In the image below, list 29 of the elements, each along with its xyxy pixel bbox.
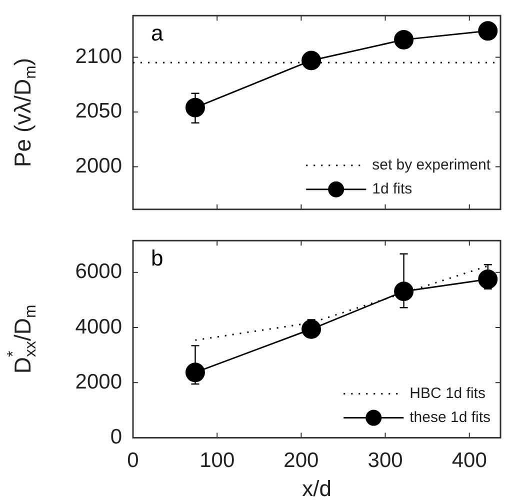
y-axis-title: D*xx/Dm (5, 304, 40, 374)
point (478, 269, 498, 289)
x-tick-label: 300 (368, 449, 403, 472)
point (302, 50, 322, 70)
annotation: a (151, 20, 164, 46)
y-tick-label: 2050 (75, 100, 122, 123)
y-tick-label: 2000 (75, 154, 122, 178)
y-tick-label: 4000 (75, 315, 122, 338)
x-axis-title: x/d (302, 476, 332, 502)
x-tick-label: 100 (200, 449, 235, 472)
y-tick-label: 6000 (75, 260, 122, 284)
point (185, 98, 205, 118)
point (394, 30, 414, 50)
annotation: b (151, 246, 164, 271)
y-tick-label: 2100 (75, 45, 122, 68)
x-tick-label: 200 (284, 449, 319, 472)
y-axis-title: Pe (vλ/Dm) (9, 58, 40, 168)
legend-label: HBC 1d fits (410, 384, 486, 402)
legend-label: these 1d fits (410, 408, 491, 426)
y-tick-label: 2000 (75, 370, 122, 394)
legend-label: 1d fits (372, 180, 412, 198)
point (302, 319, 322, 339)
x-tick-label: 0 (127, 449, 139, 472)
point (394, 282, 414, 302)
point (478, 21, 498, 41)
point (185, 362, 205, 382)
x-tick-label: 400 (452, 449, 487, 472)
y-tick-label: 0 (110, 426, 122, 449)
legend-label: set by experiment (372, 156, 492, 174)
